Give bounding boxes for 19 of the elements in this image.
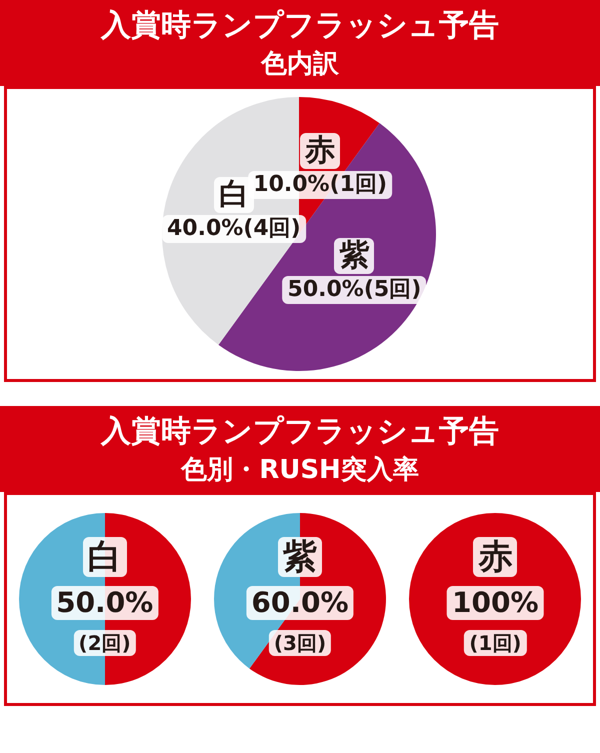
- data-label: 10.0%(1回): [248, 170, 392, 199]
- text: (1回): [464, 630, 526, 656]
- data-label: 40.0%(4回): [162, 214, 306, 243]
- text: 赤: [473, 537, 518, 577]
- chart-subtitle: 色内訳: [260, 48, 340, 81]
- text: 白: [82, 537, 127, 577]
- chart-title: 入賞時ランプフラッシュ予告: [100, 7, 500, 45]
- data-label: 50.0%: [51, 586, 158, 620]
- text: (2回): [74, 630, 136, 656]
- slice-label: 白: [214, 176, 254, 213]
- data-label: 60.0%: [246, 586, 354, 620]
- data-label: 50.0%(5回): [282, 276, 426, 304]
- slice-label: 紫: [334, 238, 374, 274]
- text: (3回): [268, 630, 332, 656]
- text: 色別・RUSH突入率: [180, 454, 420, 487]
- text: 紫: [278, 537, 322, 577]
- text: 入賞時ランプフラッシュ予告: [100, 413, 500, 451]
- slice-label: 赤: [300, 132, 340, 169]
- data-label: 100%: [447, 586, 544, 620]
